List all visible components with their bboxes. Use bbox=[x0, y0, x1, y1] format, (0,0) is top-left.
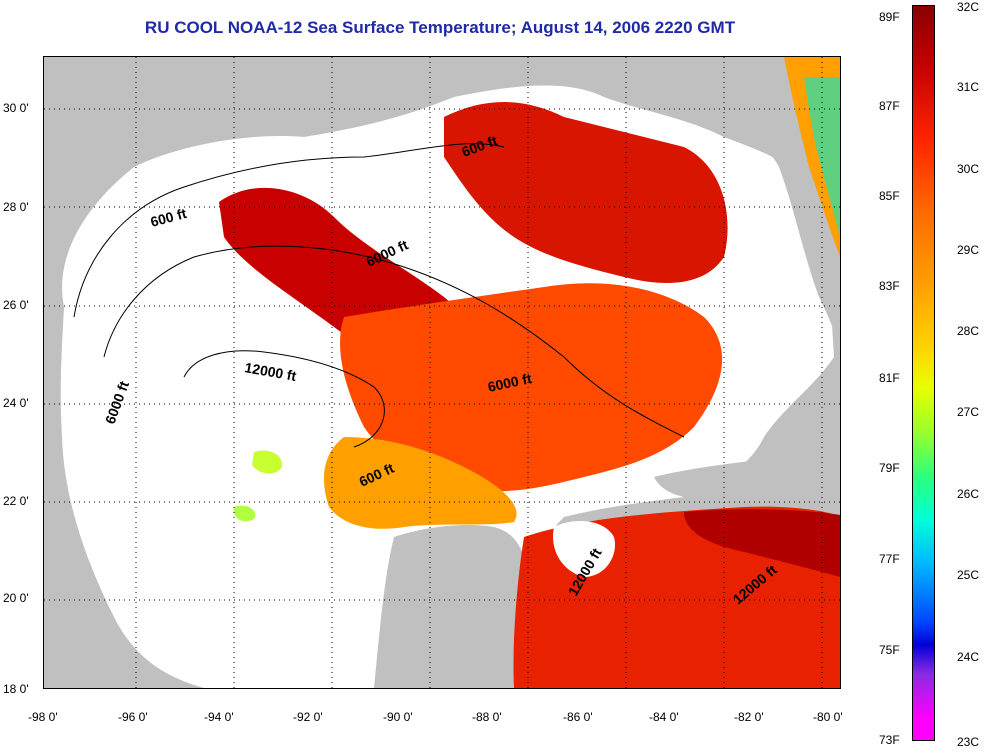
lon-label: -92 0' bbox=[293, 710, 323, 724]
lon-label: -98 0' bbox=[28, 710, 58, 724]
colorbar-label-c: 28C bbox=[957, 324, 980, 338]
lon-label: -88 0' bbox=[472, 710, 502, 724]
lat-label: 22 0' bbox=[3, 494, 29, 508]
colorbar-label-c: 30C bbox=[957, 162, 980, 176]
lon-label: -80 0' bbox=[813, 710, 843, 724]
sst-cool-patch-1 bbox=[252, 450, 283, 474]
colorbar-label-f: 85F bbox=[879, 189, 900, 203]
contour-6000ft bbox=[103, 245, 685, 438]
lon-label: -96 0' bbox=[118, 710, 148, 724]
cuba-land bbox=[654, 456, 840, 499]
sst-hot-northeast bbox=[444, 102, 728, 283]
yucatan-land bbox=[374, 525, 529, 688]
colorbar-label-c: 29C bbox=[957, 243, 980, 257]
colorbar-label-c: 24C bbox=[957, 650, 980, 664]
temperature-colorbar bbox=[912, 5, 935, 741]
colorbar-label-f: 73F bbox=[879, 733, 900, 747]
graticule bbox=[44, 57, 840, 688]
colorbar-label-c: 25C bbox=[957, 568, 980, 582]
colorbar-label-f: 87F bbox=[879, 99, 900, 113]
colorbar-label-c: 32C bbox=[957, 0, 980, 14]
lat-label: 26 0' bbox=[3, 298, 29, 312]
colorbar-label-c: 26C bbox=[957, 487, 980, 501]
lon-label: -94 0' bbox=[204, 710, 234, 724]
sst-map-canvas: 600 ft 600 ft 600 ft 6000 ft 6000 ft 600… bbox=[44, 57, 840, 688]
cloud-patch bbox=[553, 521, 615, 577]
lat-label: 18 0' bbox=[3, 682, 29, 696]
lat-label: 28 0' bbox=[3, 200, 29, 214]
colorbar-label-c: 23C bbox=[957, 735, 980, 749]
colorbar-label-f: 83F bbox=[879, 279, 900, 293]
colorbar-label-f: 75F bbox=[879, 643, 900, 657]
lat-label: 20 0' bbox=[3, 591, 29, 605]
sst-map: 600 ft 600 ft 600 ft 6000 ft 6000 ft 600… bbox=[43, 56, 841, 689]
lon-label: -82 0' bbox=[734, 710, 764, 724]
sst-warm-central bbox=[340, 283, 723, 492]
lon-label: -84 0' bbox=[649, 710, 679, 724]
colorbar-label-c: 27C bbox=[957, 405, 980, 419]
colorbar-label-f: 77F bbox=[879, 552, 900, 566]
lat-label: 30 0' bbox=[3, 101, 29, 115]
sst-mid-south bbox=[324, 437, 517, 529]
colorbar-label-c: 31C bbox=[957, 80, 980, 94]
sst-caribbean-core bbox=[684, 509, 840, 577]
colorbar-label-f: 89F bbox=[879, 10, 900, 24]
contour-12000ft bbox=[183, 350, 385, 448]
sst-cool-patch-2 bbox=[233, 505, 256, 522]
lon-label: -86 0' bbox=[563, 710, 593, 724]
lon-label: -90 0' bbox=[383, 710, 413, 724]
lat-label: 24 0' bbox=[3, 396, 29, 410]
colorbar-label-f: 79F bbox=[879, 461, 900, 475]
colorbar-label-f: 81F bbox=[879, 371, 900, 385]
map-title: RU COOL NOAA-12 Sea Surface Temperature;… bbox=[144, 18, 736, 37]
